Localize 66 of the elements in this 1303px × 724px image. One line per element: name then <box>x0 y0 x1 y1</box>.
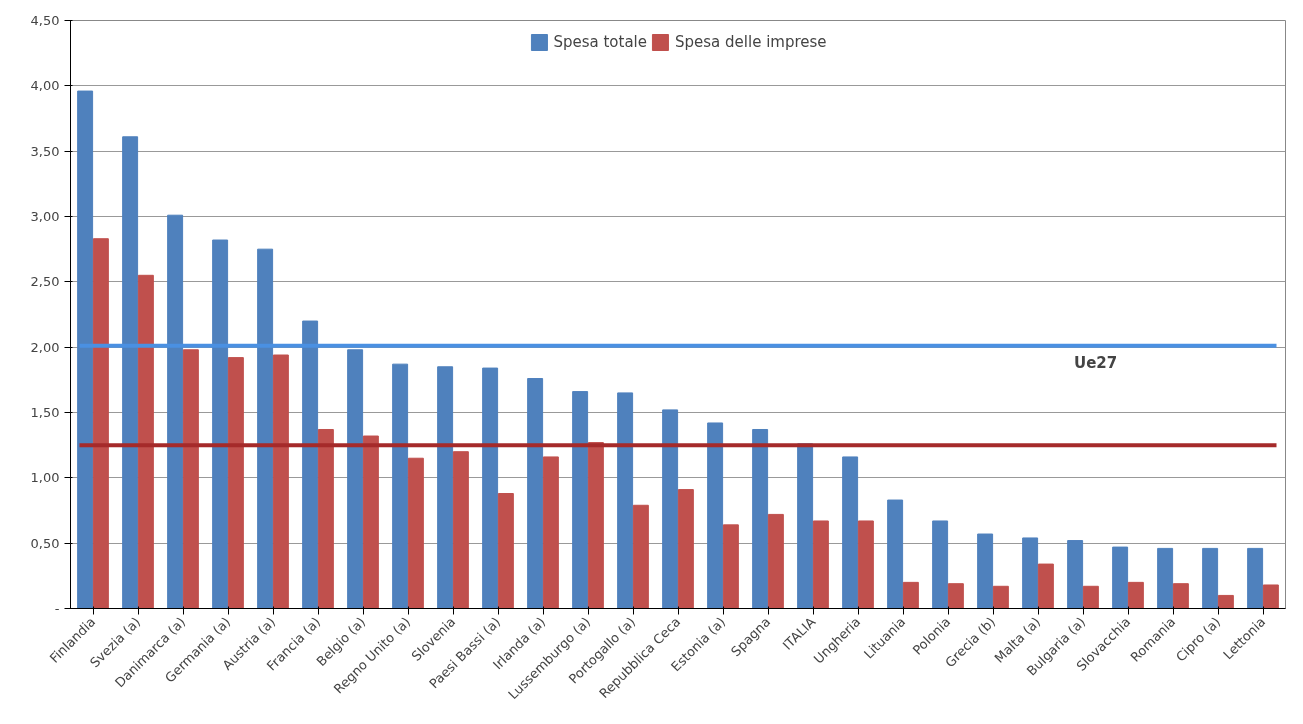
legend-label: Spesa delle imprese <box>675 33 827 51</box>
bar <box>1037 563 1054 609</box>
bar <box>842 456 859 609</box>
bar <box>722 524 739 609</box>
bar <box>227 357 244 609</box>
bar <box>317 428 334 609</box>
ref-line-label: Ue27 <box>1074 353 1118 372</box>
bar <box>677 489 694 609</box>
bar <box>1202 547 1219 609</box>
bar <box>347 349 364 609</box>
bar <box>362 435 379 609</box>
y-tick-label: 2,50 <box>30 274 60 290</box>
bar <box>662 409 679 609</box>
bar <box>812 520 829 609</box>
bar <box>167 214 184 609</box>
bar <box>617 392 634 609</box>
bar <box>77 90 94 609</box>
bar <box>992 585 1009 609</box>
bar <box>1247 547 1264 609</box>
bar <box>392 363 409 609</box>
bar <box>1082 585 1099 609</box>
y-tick-label: 0,50 <box>30 535 60 551</box>
bar <box>542 456 559 609</box>
y-tick-label: 3,00 <box>30 209 60 224</box>
bar <box>1127 581 1144 609</box>
y-tick-label: - <box>54 601 60 616</box>
bar <box>212 239 229 609</box>
bar <box>497 493 514 609</box>
bar <box>932 520 949 609</box>
bar <box>1067 540 1084 609</box>
y-tick-label: 1,00 <box>30 470 60 486</box>
bar <box>452 451 469 609</box>
bar <box>587 442 604 609</box>
y-tick-label: 4,50 <box>30 13 60 28</box>
bar <box>92 238 109 609</box>
bar <box>482 367 499 609</box>
bar <box>407 457 424 609</box>
bar <box>1217 594 1234 609</box>
bar <box>527 378 544 609</box>
y-tick-label: 3,50 <box>30 143 60 159</box>
bar <box>122 136 139 609</box>
y-tick-label: 2,00 <box>30 339 60 355</box>
bar <box>707 422 724 609</box>
bar <box>902 581 919 609</box>
bar <box>572 391 589 609</box>
bar <box>1172 583 1189 609</box>
bar <box>1262 584 1279 609</box>
bar <box>182 349 199 609</box>
bar <box>857 520 874 609</box>
bar <box>1022 537 1039 609</box>
bar <box>137 274 154 609</box>
bar <box>632 504 649 609</box>
bar <box>1112 546 1129 609</box>
bar <box>887 499 904 609</box>
y-tick-label: 1,50 <box>30 405 60 420</box>
bar <box>1157 547 1174 609</box>
bar <box>257 248 274 609</box>
bar <box>947 583 964 609</box>
bar <box>272 354 289 609</box>
bar <box>437 366 454 609</box>
y-tick-label: 4,00 <box>30 78 60 94</box>
bar <box>767 513 784 609</box>
bar <box>302 320 319 609</box>
bar <box>752 428 769 609</box>
legend-label: Spesa totale <box>553 33 648 51</box>
bar <box>977 533 994 609</box>
